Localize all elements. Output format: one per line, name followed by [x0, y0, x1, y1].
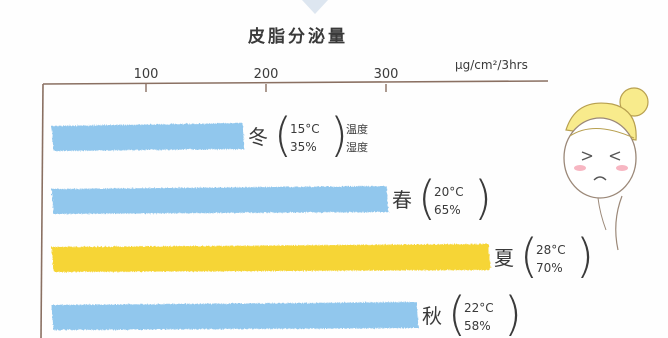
x-axis — [42, 80, 549, 85]
x-tick-label: 100 — [134, 67, 159, 82]
paren-right: ) — [330, 108, 348, 162]
paren-left: ( — [418, 171, 436, 225]
paren-right: ) — [576, 229, 594, 283]
temperature-value: 15°C — [290, 122, 320, 136]
bar-冬 — [51, 122, 245, 152]
humidity-value: 65% — [434, 203, 461, 217]
temperature-value: 22°C — [464, 301, 494, 315]
humidity-value: 58% — [464, 319, 491, 333]
paren-right: ) — [474, 171, 492, 225]
bar-夏 — [51, 243, 491, 273]
top-marker-icon — [302, 0, 328, 14]
temperature-value: 28°C — [536, 243, 566, 257]
season-label: 冬 — [248, 125, 268, 149]
season-label: 夏 — [494, 246, 514, 270]
chart-title: 皮脂分泌量 — [248, 26, 348, 47]
humidity-value: 35% — [290, 140, 317, 154]
temperature-label: 温度 — [346, 122, 368, 136]
temperature-value: 20°C — [434, 185, 464, 199]
paren-left: ( — [448, 287, 466, 338]
season-label: 秋 — [422, 304, 442, 328]
bar-秋 — [51, 301, 419, 331]
x-tick-label: 300 — [374, 67, 399, 82]
bar-春 — [51, 185, 389, 215]
y-axis — [40, 83, 44, 338]
axis-unit: μg/cm²/3hrs — [455, 58, 528, 72]
paren-left: ( — [520, 229, 538, 283]
humidity-value: 70% — [536, 261, 563, 275]
sweating-face-icon — [563, 87, 649, 251]
paren-left: ( — [274, 108, 292, 162]
season-label: 春 — [392, 188, 412, 212]
x-tick-label: 200 — [254, 67, 279, 82]
humidity-label: 湿度 — [346, 140, 368, 154]
paren-right: ) — [504, 287, 522, 338]
